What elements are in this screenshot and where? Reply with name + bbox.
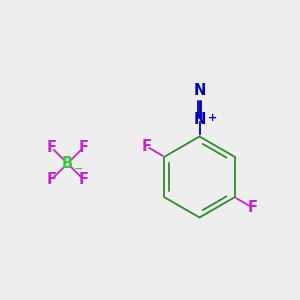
Text: F: F: [248, 200, 258, 215]
Text: F: F: [78, 172, 88, 187]
Text: N: N: [193, 83, 206, 98]
Text: F: F: [46, 172, 57, 187]
Text: +: +: [208, 113, 217, 123]
Text: F: F: [78, 140, 88, 155]
Text: N: N: [193, 112, 206, 128]
Text: −: −: [74, 164, 83, 174]
Text: B: B: [62, 156, 73, 171]
Text: F: F: [141, 139, 151, 154]
Text: F: F: [46, 140, 57, 155]
